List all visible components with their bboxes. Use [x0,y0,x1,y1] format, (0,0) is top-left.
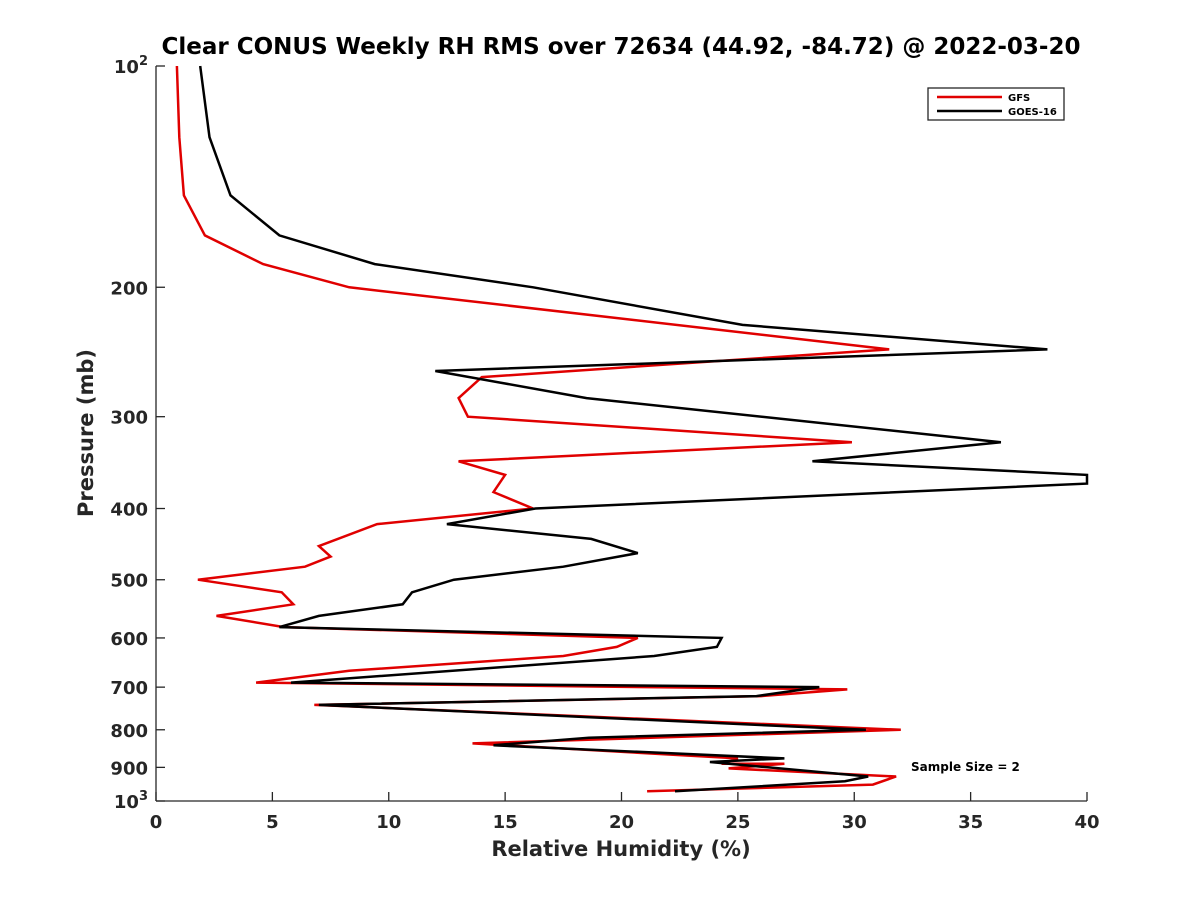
x-tick-label: 5 [266,812,279,833]
series-line-goes-16 [198,65,1089,793]
x-tick-label: 15 [493,812,518,833]
sample-size-annotation: Sample Size = 2 [911,760,1020,774]
y-tick-label: 400 [110,500,148,521]
x-tick-label: 35 [958,812,983,833]
x-ticks: 0 5 10 15 20 25 30 35 40 [150,792,1100,833]
y-tick-label: 600 [110,629,148,650]
x-axis-label: Relative Humidity (%) [491,837,750,861]
plot-lines [175,65,1089,793]
x-tick-label: 10 [376,812,401,833]
legend: GFS GOES-16 [927,87,1065,121]
legend-label-goes: GOES-16 [1008,107,1057,118]
y-tick-label: 900 [110,758,148,779]
chart-title: Clear CONUS Weekly RH RMS over 72634 (44… [162,34,1081,60]
y-tick-label: 200 [110,278,148,299]
x-tick-label: 25 [725,812,750,833]
x-tick-label: 0 [150,812,163,833]
x-tick-label: 30 [842,812,867,833]
legend-label-gfs: GFS [1008,93,1030,104]
y-axis-label: Pressure (mb) [74,349,98,517]
x-tick-label: 20 [609,812,634,833]
legend-box [927,87,1065,121]
x-tick-label: 40 [1074,812,1099,833]
y-tick-label: 800 [110,721,148,742]
y-tick-label: 700 [110,678,148,699]
y-tick-label: 300 [110,408,148,429]
y-tick-label: 500 [110,571,148,592]
